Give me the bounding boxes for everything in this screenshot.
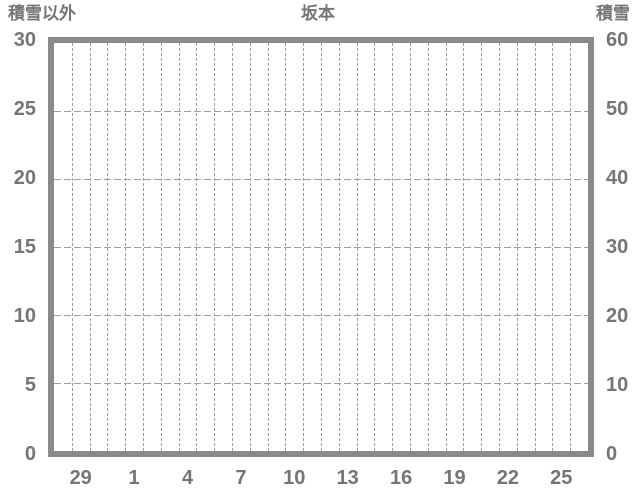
- h-gridline: [54, 110, 588, 112]
- x-tick-label: 19: [443, 467, 466, 489]
- y-tick-label: 10: [606, 374, 629, 396]
- y-tick-label: 0: [24, 443, 36, 465]
- x-tick-label: 1: [128, 467, 140, 489]
- y-tick-label: 60: [606, 29, 629, 51]
- h-gridline: [54, 247, 588, 248]
- y-tick-label: 40: [606, 166, 629, 189]
- x-tick-label: 29: [69, 467, 92, 489]
- h-gridline: [54, 314, 588, 316]
- y-tick-label: 50: [606, 97, 629, 120]
- y-tick-label: 5: [24, 374, 36, 396]
- left-axis-ticks: 30 25 20 15 10 5 0: [0, 29, 38, 465]
- x-tick-label: 13: [336, 467, 359, 489]
- y-tick-label: 15: [13, 236, 36, 258]
- y-tick-label: 30: [606, 236, 629, 258]
- x-tick-label: 4: [181, 467, 194, 489]
- y-tick-label: 20: [606, 304, 629, 327]
- y-tick-label: 30: [13, 29, 36, 51]
- x-axis-ticks: 29 1 4 7 10 13 16 19 22 25: [54, 464, 588, 494]
- chart-title: 坂本: [301, 4, 335, 23]
- h-gridline: [54, 383, 588, 384]
- x-tick-label: 16: [389, 467, 413, 489]
- x-tick-label: 10: [283, 467, 306, 489]
- x-tick-label: 22: [496, 467, 520, 489]
- right-axis-title: 積雪: [596, 4, 630, 23]
- right-axis-ticks: 60 50 40 30 20 10 0: [594, 29, 636, 465]
- left-axis-title: 積雪以外: [8, 4, 76, 23]
- y-tick-label: 25: [13, 97, 36, 120]
- h-gridline: [54, 178, 588, 180]
- plot-grid: [54, 43, 588, 451]
- plot-area: [48, 37, 594, 457]
- x-tick-label: 25: [550, 467, 573, 489]
- y-tick-label: 10: [13, 304, 36, 327]
- y-tick-label: 0: [606, 443, 618, 465]
- x-tick-label: 7: [235, 467, 247, 489]
- y-tick-label: 20: [13, 166, 36, 189]
